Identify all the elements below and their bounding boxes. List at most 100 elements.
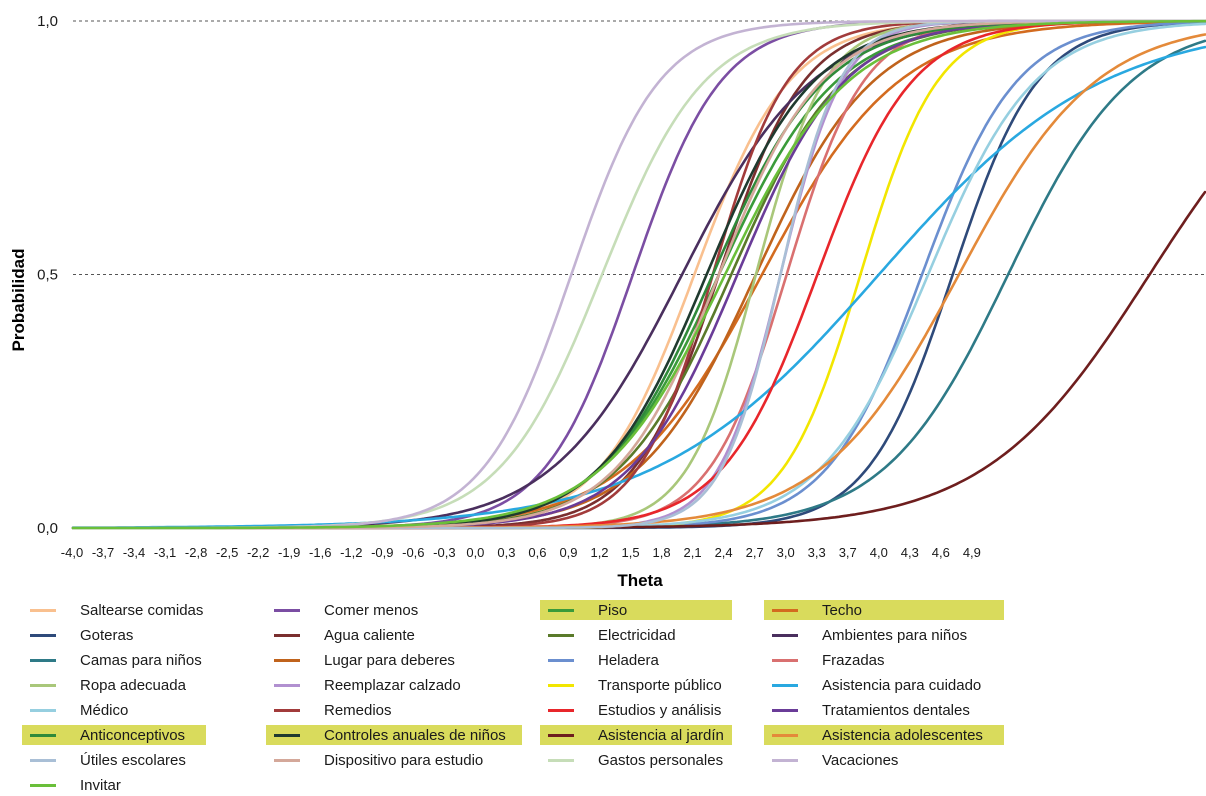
legend-swatch — [274, 709, 300, 712]
legend-label: Heladera — [598, 652, 667, 669]
legend-swatch — [548, 684, 574, 687]
x-tick-label: -2,2 — [247, 545, 269, 560]
legend-swatch — [274, 609, 300, 612]
legend-label: Anticonceptivos — [80, 727, 193, 744]
x-tick-label: -2,8 — [185, 545, 207, 560]
legend-label: Útiles escolares — [80, 752, 194, 769]
legend-label: Reemplazar calzado — [324, 677, 469, 694]
x-tick-label: 3,7 — [839, 545, 857, 560]
legend-swatch — [548, 634, 574, 637]
legend-swatch — [772, 759, 798, 762]
legend-label: Electricidad — [598, 627, 684, 644]
legend-label: Camas para niños — [80, 652, 210, 669]
legend-label: Asistencia para cuidado — [822, 677, 989, 694]
legend-item: Techo — [764, 600, 1004, 620]
legend-item: Heladera — [540, 650, 667, 670]
legend-item: Remedios — [266, 700, 400, 720]
legend-label: Estudios y análisis — [598, 702, 729, 719]
series-line-10 — [73, 22, 1205, 528]
legend-swatch — [548, 709, 574, 712]
legend-label: Frazadas — [822, 652, 893, 669]
legend-swatch — [30, 634, 56, 637]
legend-label: Transporte público — [598, 677, 730, 694]
legend-item: Dispositivo para estudio — [266, 750, 491, 770]
x-tick-label: 2,4 — [715, 545, 733, 560]
legend-item: Ambientes para niños — [764, 625, 975, 645]
legend-swatch — [274, 659, 300, 662]
legend-item: Estudios y análisis — [540, 700, 729, 720]
legend-label: Controles anuales de niños — [324, 727, 514, 744]
legend-swatch — [772, 609, 798, 612]
legend-item: Reemplazar calzado — [266, 675, 469, 695]
x-tick-label: -3,1 — [154, 545, 176, 560]
series-line-16 — [73, 24, 1205, 528]
x-tick-label: -0,3 — [433, 545, 455, 560]
legend-swatch — [772, 684, 798, 687]
legend-item: Piso — [540, 600, 732, 620]
legend-swatch — [30, 709, 56, 712]
x-tick-label: 0,9 — [559, 545, 577, 560]
legend-swatch — [274, 734, 300, 737]
x-tick-label: 0,3 — [497, 545, 515, 560]
legend-item: Asistencia para cuidado — [764, 675, 989, 695]
legend-swatch — [548, 759, 574, 762]
legend-swatch — [30, 684, 56, 687]
x-tick-label: 4,3 — [901, 545, 919, 560]
legend-swatch — [772, 659, 798, 662]
x-tick-label: 2,7 — [746, 545, 764, 560]
x-tick-label: 4,9 — [963, 545, 981, 560]
y-tick-label: 0,0 — [37, 520, 58, 537]
legend-swatch — [548, 609, 574, 612]
legend-item: Vacaciones — [764, 750, 906, 770]
legend-swatch — [274, 634, 300, 637]
legend-item: Lugar para deberes — [266, 650, 463, 670]
series-line-4 — [73, 22, 1205, 528]
legend-item: Gastos personales — [540, 750, 731, 770]
legend-label: Ropa adecuada — [80, 677, 194, 694]
legend-item: Asistencia adolescentes — [764, 725, 1004, 745]
y-axis-title: Probabilidad — [9, 249, 28, 352]
legend-label: Agua caliente — [324, 627, 423, 644]
legend-swatch — [30, 784, 56, 787]
x-tick-label: 1,2 — [590, 545, 608, 560]
legend-item: Tratamientos dentales — [764, 700, 978, 720]
legend-label: Médico — [80, 702, 136, 719]
legend-item: Controles anuales de niños — [266, 725, 522, 745]
x-tick-label: 0,0 — [466, 545, 484, 560]
x-tick-label: -2,5 — [216, 545, 238, 560]
legend-swatch — [30, 734, 56, 737]
x-tick-label: -1,9 — [278, 545, 300, 560]
legend-label: Asistencia adolescentes — [822, 727, 991, 744]
x-axis-title: Theta — [617, 571, 663, 590]
legend-swatch — [772, 734, 798, 737]
legend-label: Techo — [822, 602, 870, 619]
x-tick-label: -1,6 — [309, 545, 331, 560]
legend-item: Electricidad — [540, 625, 684, 645]
legend-label: Saltearse comidas — [80, 602, 211, 619]
legend-label: Asistencia al jardín — [598, 727, 732, 744]
legend-item: Comer menos — [266, 600, 426, 620]
legend-label: Invitar — [80, 777, 129, 794]
x-tick-label: -0,9 — [371, 545, 393, 560]
legend-label: Tratamientos dentales — [822, 702, 978, 719]
legend-item: Útiles escolares — [22, 750, 194, 770]
legend-swatch — [772, 634, 798, 637]
x-tick-label: -3,4 — [123, 545, 145, 560]
x-tick-label: 3,3 — [808, 545, 826, 560]
legend-label: Ambientes para niños — [822, 627, 975, 644]
legend-item: Goteras — [22, 625, 141, 645]
x-axis: -4,0 -3,7 -3,4 -3,1 -2,8 -2,5 -2,2 -1,9 -1,6 -1,2… — [61, 545, 981, 560]
x-tick-label: -0,6 — [402, 545, 424, 560]
x-tick-label: 2,1 — [684, 545, 702, 560]
x-tick-label: 4,6 — [932, 545, 950, 560]
legend-item: Saltearse comidas — [22, 600, 211, 620]
x-tick-label: 0,6 — [528, 545, 546, 560]
x-tick-label: 4,0 — [870, 545, 888, 560]
legend-swatch — [548, 734, 574, 737]
legend-label: Comer menos — [324, 602, 426, 619]
legend-label: Remedios — [324, 702, 400, 719]
y-tick-label: 0,5 — [37, 267, 58, 284]
legend-item: Transporte público — [540, 675, 730, 695]
x-tick-label: -3,7 — [92, 545, 114, 560]
x-tick-label: 3,0 — [777, 545, 795, 560]
